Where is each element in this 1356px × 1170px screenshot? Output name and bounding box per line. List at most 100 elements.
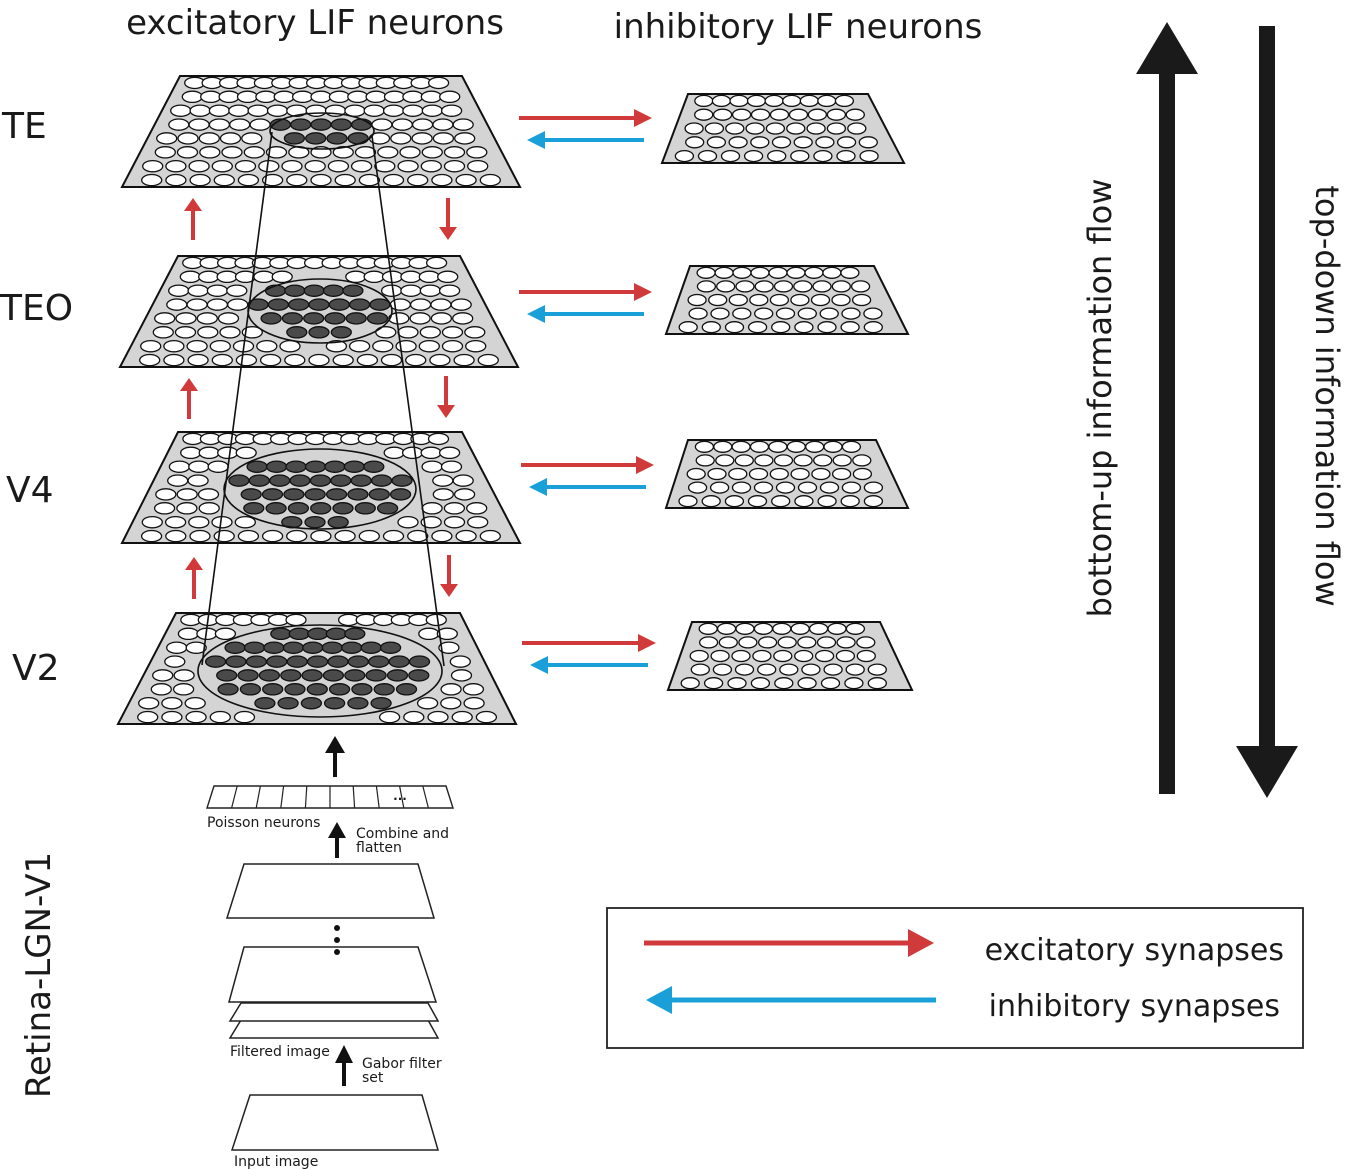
neuron bbox=[731, 440, 751, 453]
neuron bbox=[440, 696, 462, 710]
inhibitory-layer-v2 bbox=[666, 621, 914, 691]
neuron bbox=[328, 298, 350, 311]
neuron bbox=[790, 622, 810, 635]
neuron bbox=[248, 474, 270, 487]
neuron bbox=[344, 627, 366, 641]
neuron bbox=[687, 481, 708, 494]
neuron bbox=[427, 432, 450, 446]
neuron bbox=[712, 108, 733, 121]
neuron bbox=[379, 641, 402, 654]
neuron bbox=[354, 502, 376, 515]
neuron bbox=[345, 270, 367, 284]
neuron bbox=[831, 280, 851, 293]
neuron bbox=[363, 104, 385, 117]
neuron bbox=[327, 159, 350, 173]
neuron bbox=[697, 149, 718, 163]
neuron bbox=[265, 460, 288, 473]
neuron bbox=[382, 104, 405, 117]
layer-label-v2: V2 bbox=[12, 648, 60, 689]
neuron bbox=[395, 339, 417, 353]
neuron bbox=[188, 159, 210, 173]
neuron bbox=[475, 710, 498, 724]
neuron bbox=[397, 159, 419, 173]
neuron bbox=[826, 108, 847, 121]
neuron bbox=[181, 90, 203, 104]
neuron bbox=[743, 149, 764, 163]
up-arrow-teo-te bbox=[184, 198, 202, 240]
inhibitory-layer-teo bbox=[664, 265, 910, 335]
down-arrow-v4-v2 bbox=[440, 555, 458, 597]
neuron bbox=[772, 622, 792, 635]
neuron bbox=[163, 353, 185, 367]
neuron bbox=[451, 710, 473, 724]
neuron bbox=[774, 677, 794, 690]
neuron bbox=[752, 649, 772, 663]
neuron bbox=[388, 655, 410, 668]
neuron bbox=[330, 326, 352, 339]
neuron bbox=[288, 298, 310, 311]
neuron bbox=[418, 339, 440, 353]
neuron bbox=[430, 312, 453, 325]
neuron bbox=[363, 270, 385, 284]
neuron bbox=[217, 446, 239, 460]
receptive-field-cone bbox=[201, 131, 445, 667]
neuron bbox=[425, 256, 448, 270]
neuron bbox=[239, 683, 262, 696]
neuron bbox=[708, 293, 728, 307]
neuron bbox=[188, 515, 210, 529]
neuron bbox=[218, 90, 240, 104]
neuron bbox=[421, 460, 443, 473]
neuron bbox=[356, 353, 379, 367]
neuron bbox=[439, 90, 461, 104]
neuron bbox=[234, 159, 257, 173]
neuron bbox=[819, 481, 840, 494]
neuron bbox=[769, 467, 789, 481]
neuron bbox=[217, 312, 240, 325]
neuron bbox=[286, 326, 308, 339]
neuron bbox=[287, 502, 310, 515]
neuron bbox=[431, 173, 453, 187]
legend-inhibitory-arrow bbox=[646, 986, 936, 1014]
neuron bbox=[179, 270, 201, 284]
neuron bbox=[261, 488, 284, 501]
neuron bbox=[768, 440, 788, 453]
neuron bbox=[187, 353, 209, 367]
neuron bbox=[793, 136, 813, 149]
neuron bbox=[306, 655, 329, 668]
neuron bbox=[728, 467, 748, 481]
neuron bbox=[304, 460, 327, 473]
neuron bbox=[851, 293, 872, 307]
neuron bbox=[438, 446, 461, 460]
neuron bbox=[209, 339, 231, 353]
neuron bbox=[303, 312, 325, 325]
neuron bbox=[241, 326, 263, 339]
neuron bbox=[764, 94, 784, 108]
neuron bbox=[249, 118, 271, 131]
neuron bbox=[264, 284, 287, 297]
neuron bbox=[440, 104, 463, 117]
neuron bbox=[281, 159, 303, 173]
neuron bbox=[729, 94, 749, 108]
up-arrow-v2-v4 bbox=[185, 557, 203, 599]
neuron bbox=[330, 474, 352, 487]
neuron bbox=[284, 683, 306, 696]
neuron bbox=[725, 122, 745, 135]
neuron bbox=[188, 118, 210, 131]
neuron bbox=[224, 641, 246, 654]
neuron bbox=[867, 677, 887, 690]
neuron bbox=[678, 495, 698, 508]
neuron bbox=[823, 663, 843, 676]
neuron bbox=[383, 90, 406, 104]
neuron bbox=[156, 132, 178, 145]
neuron bbox=[300, 696, 323, 710]
neuron bbox=[467, 159, 489, 173]
neuron bbox=[395, 683, 418, 696]
neuron bbox=[368, 488, 390, 501]
neuron bbox=[674, 149, 695, 163]
neuron bbox=[840, 495, 860, 508]
neuron bbox=[371, 118, 393, 131]
neuron bbox=[757, 663, 777, 676]
neuron bbox=[176, 502, 198, 515]
neuron bbox=[801, 663, 821, 676]
neuron bbox=[452, 118, 474, 131]
